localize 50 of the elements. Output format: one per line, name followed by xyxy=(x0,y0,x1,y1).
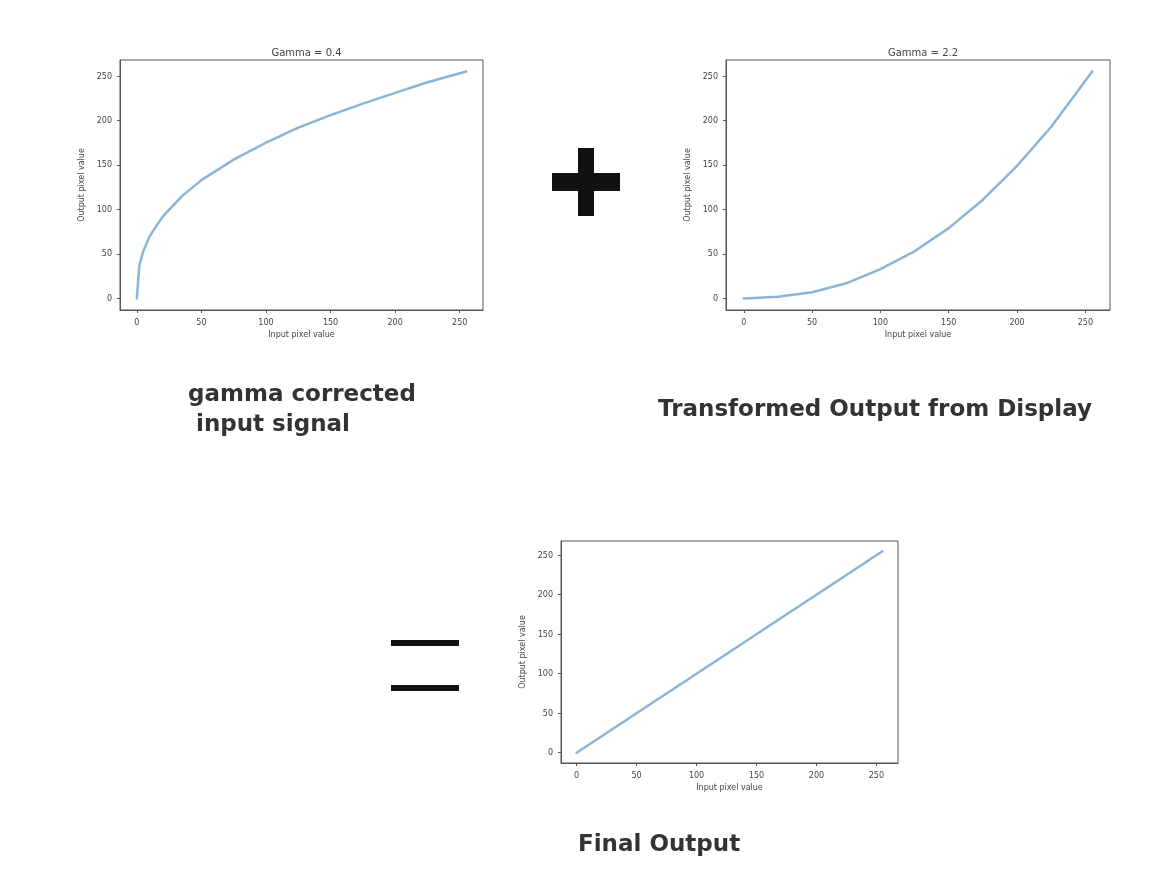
line-series xyxy=(742,70,1094,300)
x-tick-label: 150 xyxy=(322,317,339,327)
y-tick-label: 250 xyxy=(702,71,718,81)
y-tick-label: 0 xyxy=(106,293,112,303)
y-tick-label: 50 xyxy=(101,249,112,259)
line-series xyxy=(135,70,468,300)
y-tick-label: 50 xyxy=(707,249,718,259)
y-tick-label: 200 xyxy=(537,590,553,600)
x-tick-label: 100 xyxy=(872,317,889,327)
y-tick-label: 150 xyxy=(537,629,553,639)
x-tick-label: 150 xyxy=(941,317,957,327)
text: gamma corrected input signal xyxy=(188,380,416,436)
y-tick-label: 200 xyxy=(96,116,112,125)
x-tick-label: 0 xyxy=(134,317,140,327)
x-tick-label: 150 xyxy=(748,770,765,780)
y-tick-label: 150 xyxy=(702,160,718,170)
x-tick-label: 50 xyxy=(631,770,642,780)
x-axis-title: Input pixel value xyxy=(884,330,952,340)
chart-title: Gamma = 2.2 xyxy=(887,46,959,58)
x-tick-label: 250 xyxy=(1077,317,1094,327)
y-tick-label: 100 xyxy=(702,204,718,214)
y-tick-label: 0 xyxy=(547,748,553,758)
x-tick-label: 50 xyxy=(807,317,818,327)
y-tick-label: 150 xyxy=(96,160,112,170)
line-series xyxy=(575,550,884,754)
x-tick-label: 50 xyxy=(196,317,207,327)
y-axis-title: Output pixel value xyxy=(518,615,528,689)
y-axis-title: Output pixel value xyxy=(77,148,87,222)
x-axis-title: Input pixel value xyxy=(268,330,335,340)
x-tick-label: 100 xyxy=(688,770,705,780)
y-tick-label: 250 xyxy=(537,550,553,560)
text: Final Output xyxy=(578,830,741,856)
y-axis-title: Output pixel value xyxy=(683,148,693,222)
y-tick-label: 100 xyxy=(96,204,112,214)
chart-title: Gamma = 0.4 xyxy=(271,46,342,58)
y-tick-label: 200 xyxy=(702,116,718,125)
x-tick-label: 0 xyxy=(741,317,747,327)
x-tick-label: 100 xyxy=(258,317,274,327)
x-tick-label: 200 xyxy=(808,770,825,780)
y-tick-label: 250 xyxy=(96,71,112,81)
x-tick-label: 200 xyxy=(387,317,403,327)
x-tick-label: 200 xyxy=(1009,317,1025,327)
y-tick-label: 50 xyxy=(542,708,553,718)
x-tick-label: 0 xyxy=(574,770,580,780)
x-tick-label: 250 xyxy=(868,770,885,780)
y-tick-label: 0 xyxy=(712,293,718,303)
y-tick-label: 100 xyxy=(537,669,553,679)
text: Transformed Output from Display xyxy=(658,395,1092,421)
x-axis-title: Input pixel value xyxy=(696,783,763,793)
x-tick-label: 250 xyxy=(452,317,468,327)
